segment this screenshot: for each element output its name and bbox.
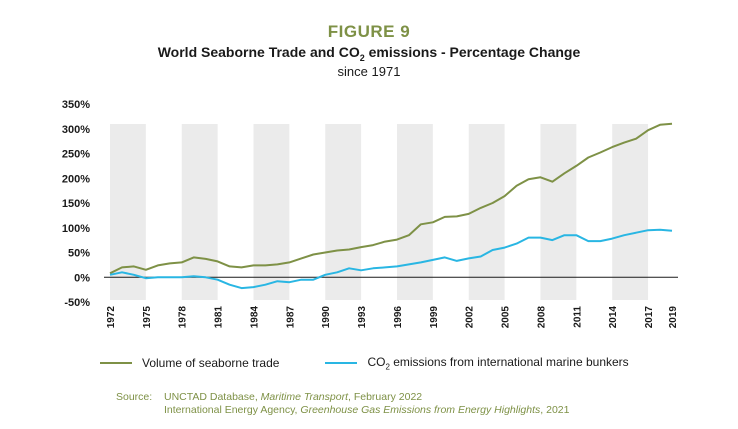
x-tick-label: 1990	[321, 306, 332, 329]
period-band	[253, 124, 290, 300]
figure-label: FIGURE 9	[327, 22, 411, 41]
x-tick-label: 1978	[178, 306, 189, 329]
x-tick-label: 1984	[249, 306, 260, 329]
x-tick-label: 2008	[536, 306, 547, 329]
chart-title: World Seaborne Trade and CO2 emissions -…	[0, 44, 738, 63]
source-1-post: , February 2022	[348, 391, 423, 403]
legend-item-trade: Volume of seaborne trade	[100, 356, 279, 370]
legend-co2-post: emissions from international marine bunk…	[389, 355, 629, 369]
x-tick-label: 1975	[142, 306, 153, 329]
period-band	[396, 124, 433, 300]
x-tick-label: 1996	[393, 306, 404, 329]
source-2-italic: Greenhouse Gas Emissions from Energy Hig…	[300, 404, 541, 416]
title-text: World Seaborne Trade and CO	[157, 44, 360, 60]
period-band	[612, 124, 649, 300]
series-line-trade	[109, 122, 673, 275]
y-tick-label: 200%	[62, 173, 90, 185]
chart-subtitle: since 1971	[337, 64, 401, 79]
y-tick-label: 0%	[74, 272, 90, 284]
legend: Volume of seaborne trade CO2 emissions f…	[100, 355, 675, 371]
source-2-post: , 2021	[540, 404, 570, 416]
x-tick-label: 2005	[501, 306, 512, 329]
x-tick-label: 2011	[572, 306, 583, 328]
period-band	[540, 124, 577, 300]
x-tick-label: 1972	[106, 306, 117, 329]
legend-item-co2: CO2 emissions from international marine …	[325, 355, 629, 371]
source-note: Source: UNCTAD Database, Maritime Transpo…	[116, 391, 569, 417]
y-tick-label: 150%	[62, 198, 90, 210]
x-tick-label: 1999	[429, 306, 440, 329]
source-line-1: Source: UNCTAD Database, Maritime Transpo…	[116, 391, 569, 404]
y-tick-label: 250%	[62, 149, 90, 161]
legend-swatch-co2	[325, 362, 358, 365]
y-tick-label: 50%	[68, 248, 90, 260]
y-tick-label: -50%	[64, 297, 90, 309]
period-band	[181, 124, 218, 300]
y-tick-label: 300%	[62, 124, 90, 136]
x-tick-label: 2019	[668, 306, 679, 329]
legend-co2-pre: CO	[367, 355, 386, 369]
x-tick-label: 1987	[285, 306, 296, 329]
title-text-post: emissions - Percentage Change	[364, 44, 581, 60]
x-tick-label: 1993	[357, 306, 368, 329]
x-tick-label: 2014	[608, 306, 619, 329]
legend-label-co2: CO2 emissions from international marine …	[367, 355, 628, 371]
source-2-pre: International Energy Agency,	[164, 404, 301, 416]
series-line-co2	[109, 228, 673, 290]
x-tick-label: 2002	[465, 306, 476, 329]
source-1-italic: Maritime Transport	[260, 391, 348, 403]
line-chart: 350% 300% 250% 200% 150% 100% 50% 0% -50% 1972 197…	[62, 99, 679, 329]
x-tick-label: 2017	[644, 306, 655, 329]
y-tick-label: 100%	[62, 223, 90, 235]
source-1-pre: UNCTAD Database,	[164, 391, 261, 403]
x-tick-label: 1981	[214, 306, 225, 329]
title-subscript: 2	[359, 52, 365, 63]
source-line-2: International Energy Agency, Greenhouse …	[116, 404, 569, 417]
source-label: Source:	[116, 391, 153, 403]
legend-swatch-trade	[100, 362, 132, 365]
legend-co2-sub: 2	[385, 362, 390, 372]
y-tick-label: 350%	[62, 99, 90, 111]
legend-label-trade: Volume of seaborne trade	[142, 356, 280, 371]
